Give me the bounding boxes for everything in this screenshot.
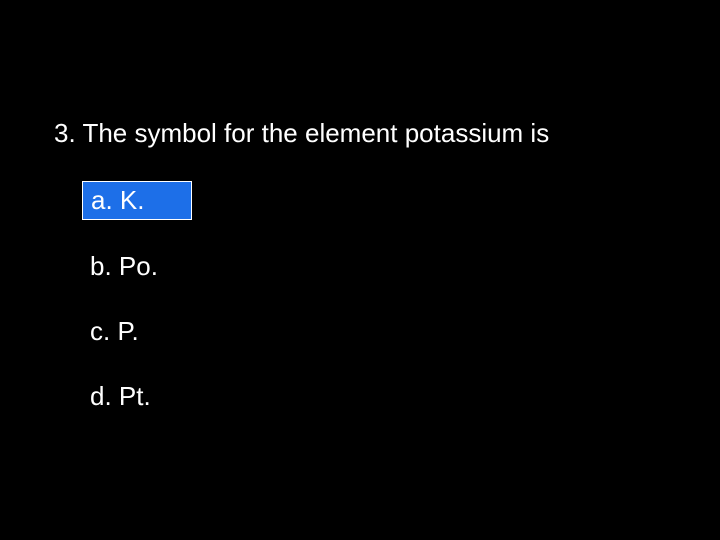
question-number: 3.: [54, 118, 76, 148]
option-text: K.: [120, 185, 145, 215]
option-letter: a.: [91, 185, 113, 215]
option-letter: b.: [90, 251, 112, 281]
question-body: The symbol for the element potassium is: [82, 118, 549, 148]
option-b[interactable]: b. Po.: [82, 248, 720, 313]
question-text: 3. The symbol for the element potassium …: [54, 118, 720, 149]
option-text: Po.: [119, 251, 158, 281]
option-letter: c.: [90, 316, 110, 346]
option-c[interactable]: c. P.: [82, 313, 720, 378]
option-text: Pt.: [119, 381, 151, 411]
options-list: a. K. b. Po. c. P. d. Pt.: [54, 181, 720, 443]
option-letter: d.: [90, 381, 112, 411]
option-d[interactable]: d. Pt.: [82, 378, 720, 443]
option-a[interactable]: a. K.: [82, 181, 720, 248]
option-text: P.: [117, 316, 138, 346]
quiz-slide: 3. The symbol for the element potassium …: [0, 0, 720, 443]
